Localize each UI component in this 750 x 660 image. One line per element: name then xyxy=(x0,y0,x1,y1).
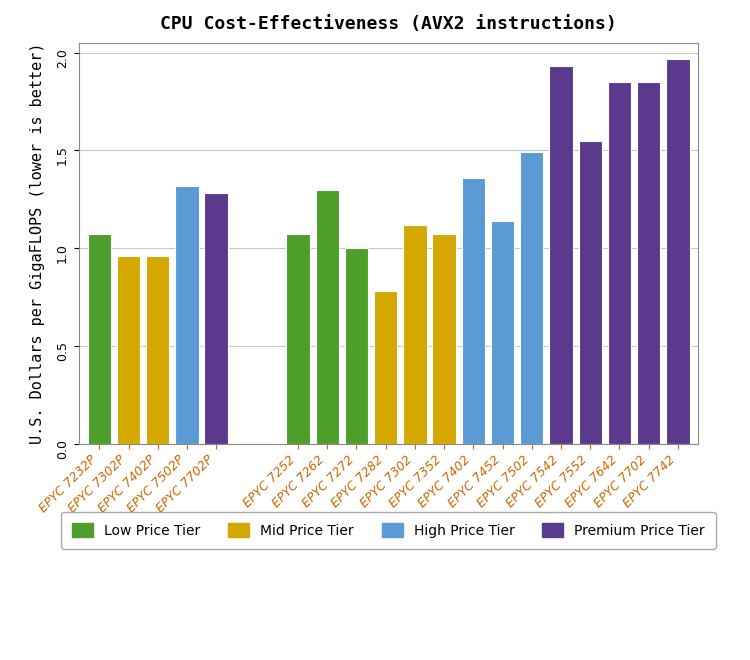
Bar xyxy=(117,256,140,444)
Bar xyxy=(345,248,368,444)
Legend: Low Price Tier, Mid Price Tier, High Price Tier, Premium Price Tier: Low Price Tier, Mid Price Tier, High Pri… xyxy=(62,512,716,549)
Bar xyxy=(176,185,199,444)
Bar xyxy=(462,178,485,444)
Bar xyxy=(578,141,602,444)
Bar xyxy=(146,256,170,444)
Bar xyxy=(637,82,660,444)
Bar xyxy=(549,67,573,444)
Bar xyxy=(433,234,456,444)
Bar xyxy=(88,234,111,444)
Bar xyxy=(520,152,544,444)
Bar xyxy=(205,193,228,444)
Bar xyxy=(666,59,689,444)
Bar xyxy=(374,291,398,444)
Y-axis label: U.S. Dollars per GigaFLOPS (lower is better): U.S. Dollars per GigaFLOPS (lower is bet… xyxy=(30,42,45,444)
Bar xyxy=(404,224,427,444)
Bar xyxy=(608,82,631,444)
Bar xyxy=(286,234,310,444)
Bar xyxy=(316,189,339,444)
Title: CPU Cost-Effectiveness (AVX2 instructions): CPU Cost-Effectiveness (AVX2 instruction… xyxy=(160,15,617,33)
Bar xyxy=(490,221,514,444)
